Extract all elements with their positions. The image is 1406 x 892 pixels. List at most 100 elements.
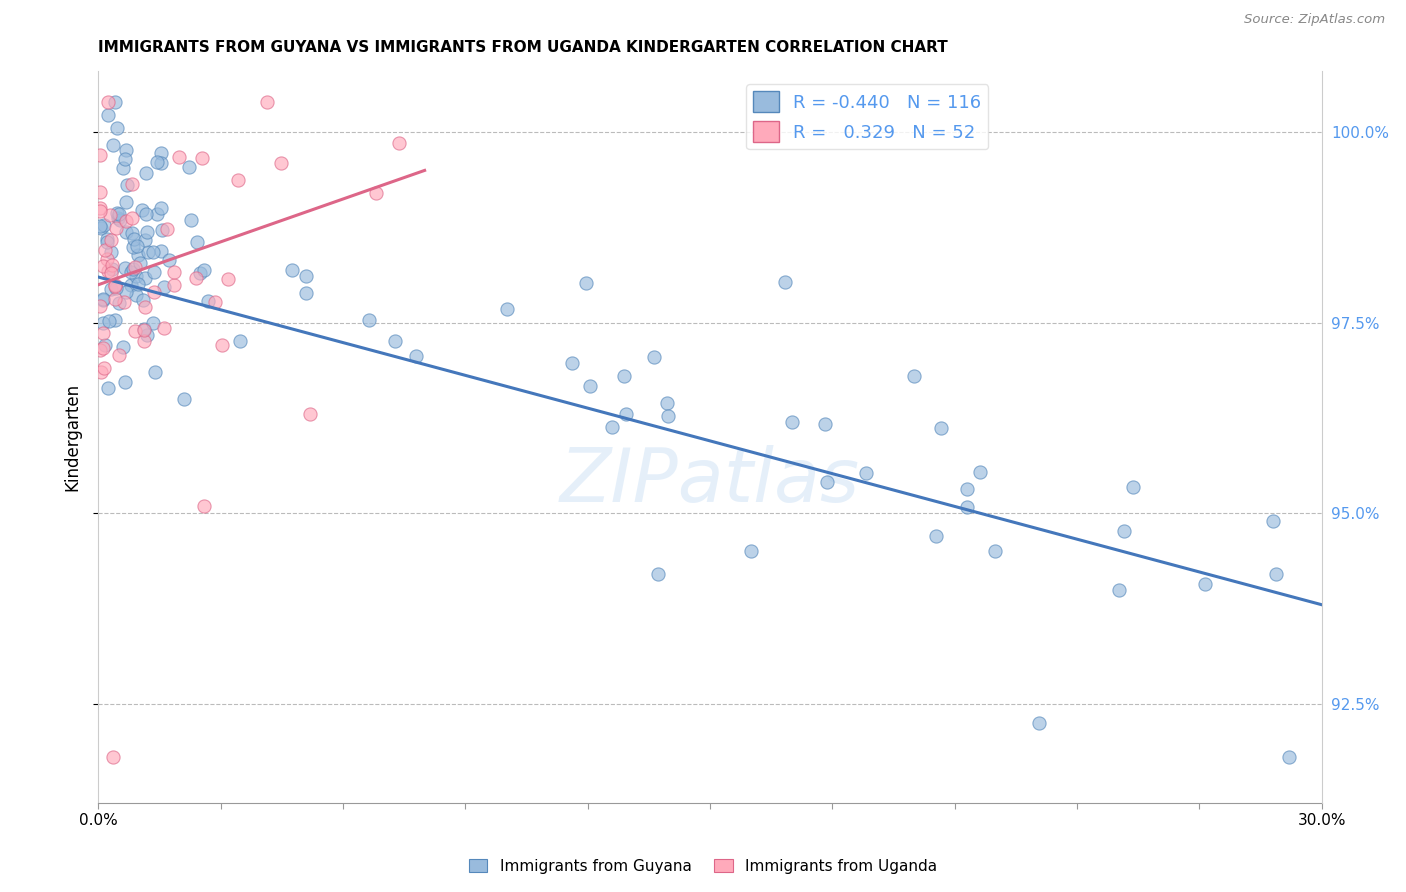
Point xyxy=(211,338,233,352)
Point xyxy=(89,299,111,313)
Point xyxy=(131,202,153,217)
Point xyxy=(132,322,155,336)
Point xyxy=(93,361,115,376)
Point xyxy=(815,475,838,489)
Point xyxy=(955,483,977,497)
Point xyxy=(98,208,121,222)
Point xyxy=(97,264,120,278)
Point xyxy=(97,381,120,395)
Point xyxy=(107,211,129,225)
Point xyxy=(643,351,665,365)
Point xyxy=(256,95,278,109)
Point xyxy=(97,95,120,109)
Point xyxy=(384,334,406,348)
Point xyxy=(188,266,211,280)
Point xyxy=(184,271,207,285)
Point xyxy=(121,211,143,225)
Point xyxy=(153,321,176,335)
Point xyxy=(1114,524,1136,538)
Point xyxy=(104,95,127,109)
Point xyxy=(111,161,134,175)
Point xyxy=(136,244,159,259)
Point xyxy=(108,207,131,221)
Point xyxy=(127,248,149,262)
Point xyxy=(90,365,112,379)
Point xyxy=(100,244,122,259)
Point xyxy=(657,409,679,423)
Text: IMMIGRANTS FROM GUYANA VS IMMIGRANTS FROM UGANDA KINDERGARTEN CORRELATION CHART: IMMIGRANTS FROM GUYANA VS IMMIGRANTS FRO… xyxy=(98,40,948,55)
Point xyxy=(114,375,136,389)
Point xyxy=(903,369,925,384)
Point xyxy=(364,186,387,201)
Point xyxy=(108,295,131,310)
Point xyxy=(186,235,208,249)
Point xyxy=(96,235,118,250)
Point xyxy=(114,143,136,157)
Point xyxy=(110,213,132,227)
Point xyxy=(561,356,583,370)
Point xyxy=(105,281,128,295)
Point xyxy=(96,252,118,267)
Point xyxy=(100,233,122,247)
Point xyxy=(89,219,111,233)
Point xyxy=(120,277,142,292)
Point xyxy=(1108,583,1130,598)
Point xyxy=(136,328,159,343)
Point xyxy=(578,378,600,392)
Point xyxy=(150,201,173,215)
Point xyxy=(125,238,148,252)
Point xyxy=(93,219,115,233)
Point xyxy=(299,407,322,421)
Point xyxy=(120,265,142,279)
Point xyxy=(134,233,156,247)
Point xyxy=(167,150,190,164)
Point xyxy=(359,313,381,327)
Legend: Immigrants from Guyana, Immigrants from Uganda: Immigrants from Guyana, Immigrants from … xyxy=(463,853,943,880)
Point xyxy=(135,207,157,221)
Point xyxy=(134,300,156,314)
Point xyxy=(122,262,145,277)
Point xyxy=(270,156,292,170)
Point xyxy=(134,270,156,285)
Point xyxy=(104,312,127,326)
Point xyxy=(103,278,125,293)
Point xyxy=(124,324,146,338)
Point xyxy=(190,152,212,166)
Point xyxy=(984,544,1007,558)
Point xyxy=(814,417,837,432)
Point xyxy=(193,499,215,513)
Point xyxy=(91,260,114,274)
Point xyxy=(115,194,138,209)
Point xyxy=(1265,567,1288,582)
Point xyxy=(89,202,111,216)
Point xyxy=(280,262,302,277)
Point xyxy=(647,566,669,581)
Point xyxy=(855,466,877,480)
Point xyxy=(143,264,166,278)
Point xyxy=(156,222,179,236)
Point xyxy=(1261,514,1284,528)
Point xyxy=(163,277,186,292)
Point xyxy=(177,160,200,174)
Point xyxy=(969,465,991,479)
Point xyxy=(105,206,128,220)
Point xyxy=(405,349,427,363)
Point xyxy=(204,295,226,310)
Point xyxy=(101,262,124,277)
Point xyxy=(226,173,249,187)
Point xyxy=(142,316,165,330)
Point xyxy=(150,222,173,236)
Point xyxy=(89,148,111,162)
Point xyxy=(613,368,636,383)
Point xyxy=(121,240,143,254)
Point xyxy=(98,314,121,328)
Point xyxy=(132,323,155,337)
Point xyxy=(740,544,762,558)
Point xyxy=(295,268,318,283)
Point xyxy=(90,221,112,235)
Point xyxy=(89,185,111,199)
Point xyxy=(496,302,519,317)
Point xyxy=(115,225,138,239)
Point xyxy=(89,203,111,218)
Point xyxy=(143,365,166,379)
